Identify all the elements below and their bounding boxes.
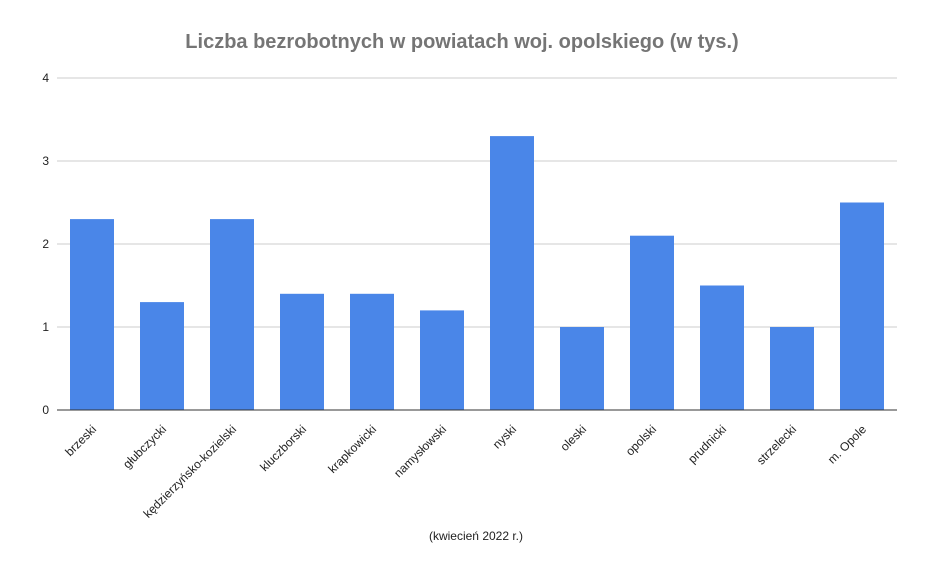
bar-4 xyxy=(350,293,394,410)
y-tick-label: 3 xyxy=(42,154,49,168)
x-tick-label: strzelecki xyxy=(754,422,799,467)
y-tick-label: 0 xyxy=(42,403,49,417)
y-tick-label: 4 xyxy=(42,71,49,85)
x-tick-label: opolski xyxy=(623,422,659,458)
x-tick-label: brzeski xyxy=(62,422,99,459)
bar-9 xyxy=(700,285,744,410)
chart-title: Liczba bezrobotnych w powiatach woj. opo… xyxy=(185,31,738,53)
bar-0 xyxy=(70,219,114,410)
bars xyxy=(70,136,884,410)
y-axis-ticks: 0 1 2 3 4 xyxy=(42,71,49,417)
bar-5 xyxy=(420,310,464,410)
bar-11 xyxy=(840,202,884,410)
bar-1 xyxy=(140,302,184,410)
x-tick-label: oleski xyxy=(558,422,590,454)
x-tick-label: głubczycki xyxy=(120,422,169,471)
x-tick-label: kluczborski xyxy=(257,422,309,474)
y-tick-label: 2 xyxy=(42,237,49,251)
x-axis-ticks: brzeski głubczyckikędzierzyńsko-kozielski… xyxy=(62,422,869,521)
gridlines xyxy=(57,77,897,328)
x-tick-label: krapkowicki xyxy=(325,422,379,476)
bar-10 xyxy=(770,327,814,410)
y-tick-label: 1 xyxy=(42,320,49,334)
x-tick-label: nyski xyxy=(490,422,519,451)
bar-2 xyxy=(210,219,254,410)
bar-8 xyxy=(630,235,674,410)
x-tick-label: m. Opole xyxy=(825,422,870,467)
x-tick-label: namysłowski xyxy=(391,422,449,480)
bar-7 xyxy=(560,327,604,410)
bar-3 xyxy=(280,293,324,410)
x-axis-title: (kwiecień 2022 r.) xyxy=(429,529,523,543)
x-tick-label: prudnicki xyxy=(685,422,729,466)
bar-6 xyxy=(490,136,534,410)
